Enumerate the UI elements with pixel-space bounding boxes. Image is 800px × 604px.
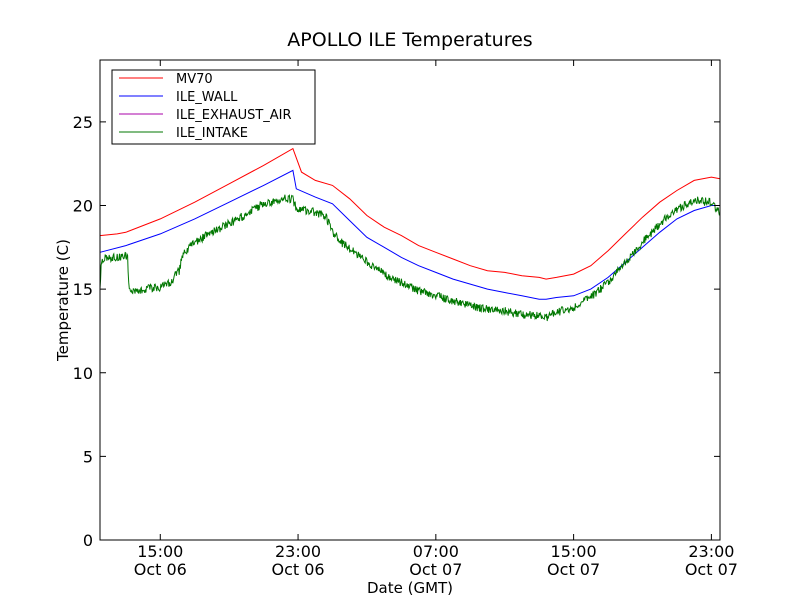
series-layer: [99, 147, 721, 322]
plot-frame: [99, 59, 721, 541]
series-line-ile-wall: [99, 169, 720, 300]
x-tick-label-date: Oct 07: [685, 560, 738, 579]
y-tick-label: 5: [83, 447, 93, 466]
series-line-ile-intake: [99, 193, 721, 322]
x-tick-label-time: 23:00: [275, 542, 321, 561]
y-tick-label: 15: [73, 280, 93, 299]
x-tick-label-date: Oct 07: [547, 560, 600, 579]
legend-label-ile-wall: ILE_WALL: [176, 90, 238, 105]
x-tick-label-time: 07:00: [413, 542, 459, 561]
legend: MV70 ILE_WALL ILE_EXHAUST_AIR ILE_INTAKE: [111, 69, 316, 145]
y-axis-label: Temperature (C): [54, 239, 72, 362]
y-tick-label: 20: [73, 197, 93, 216]
legend-label-ile-exhaust-air: ILE_EXHAUST_AIR: [176, 108, 292, 123]
x-tick-label-date: Oct 06: [272, 560, 325, 579]
series-line-mv70: [99, 147, 721, 280]
chart-title: APOLLO ILE Temperatures: [287, 29, 532, 51]
legend-label-mv70: MV70: [176, 72, 213, 87]
x-axis-label: Date (GMT): [367, 579, 453, 597]
y-tick-label: 10: [73, 364, 93, 383]
x-tick-label-time: 15:00: [137, 542, 183, 561]
x-tick-label-time: 23:00: [688, 542, 734, 561]
legend-label-ile-intake: ILE_INTAKE: [176, 126, 248, 141]
x-tick-label-time: 15:00: [551, 542, 597, 561]
y-tick-label: 0: [83, 531, 93, 550]
x-tick-label-date: Oct 07: [409, 560, 462, 579]
y-tick-label: 25: [73, 113, 93, 132]
x-tick-label-date: Oct 06: [134, 560, 187, 579]
